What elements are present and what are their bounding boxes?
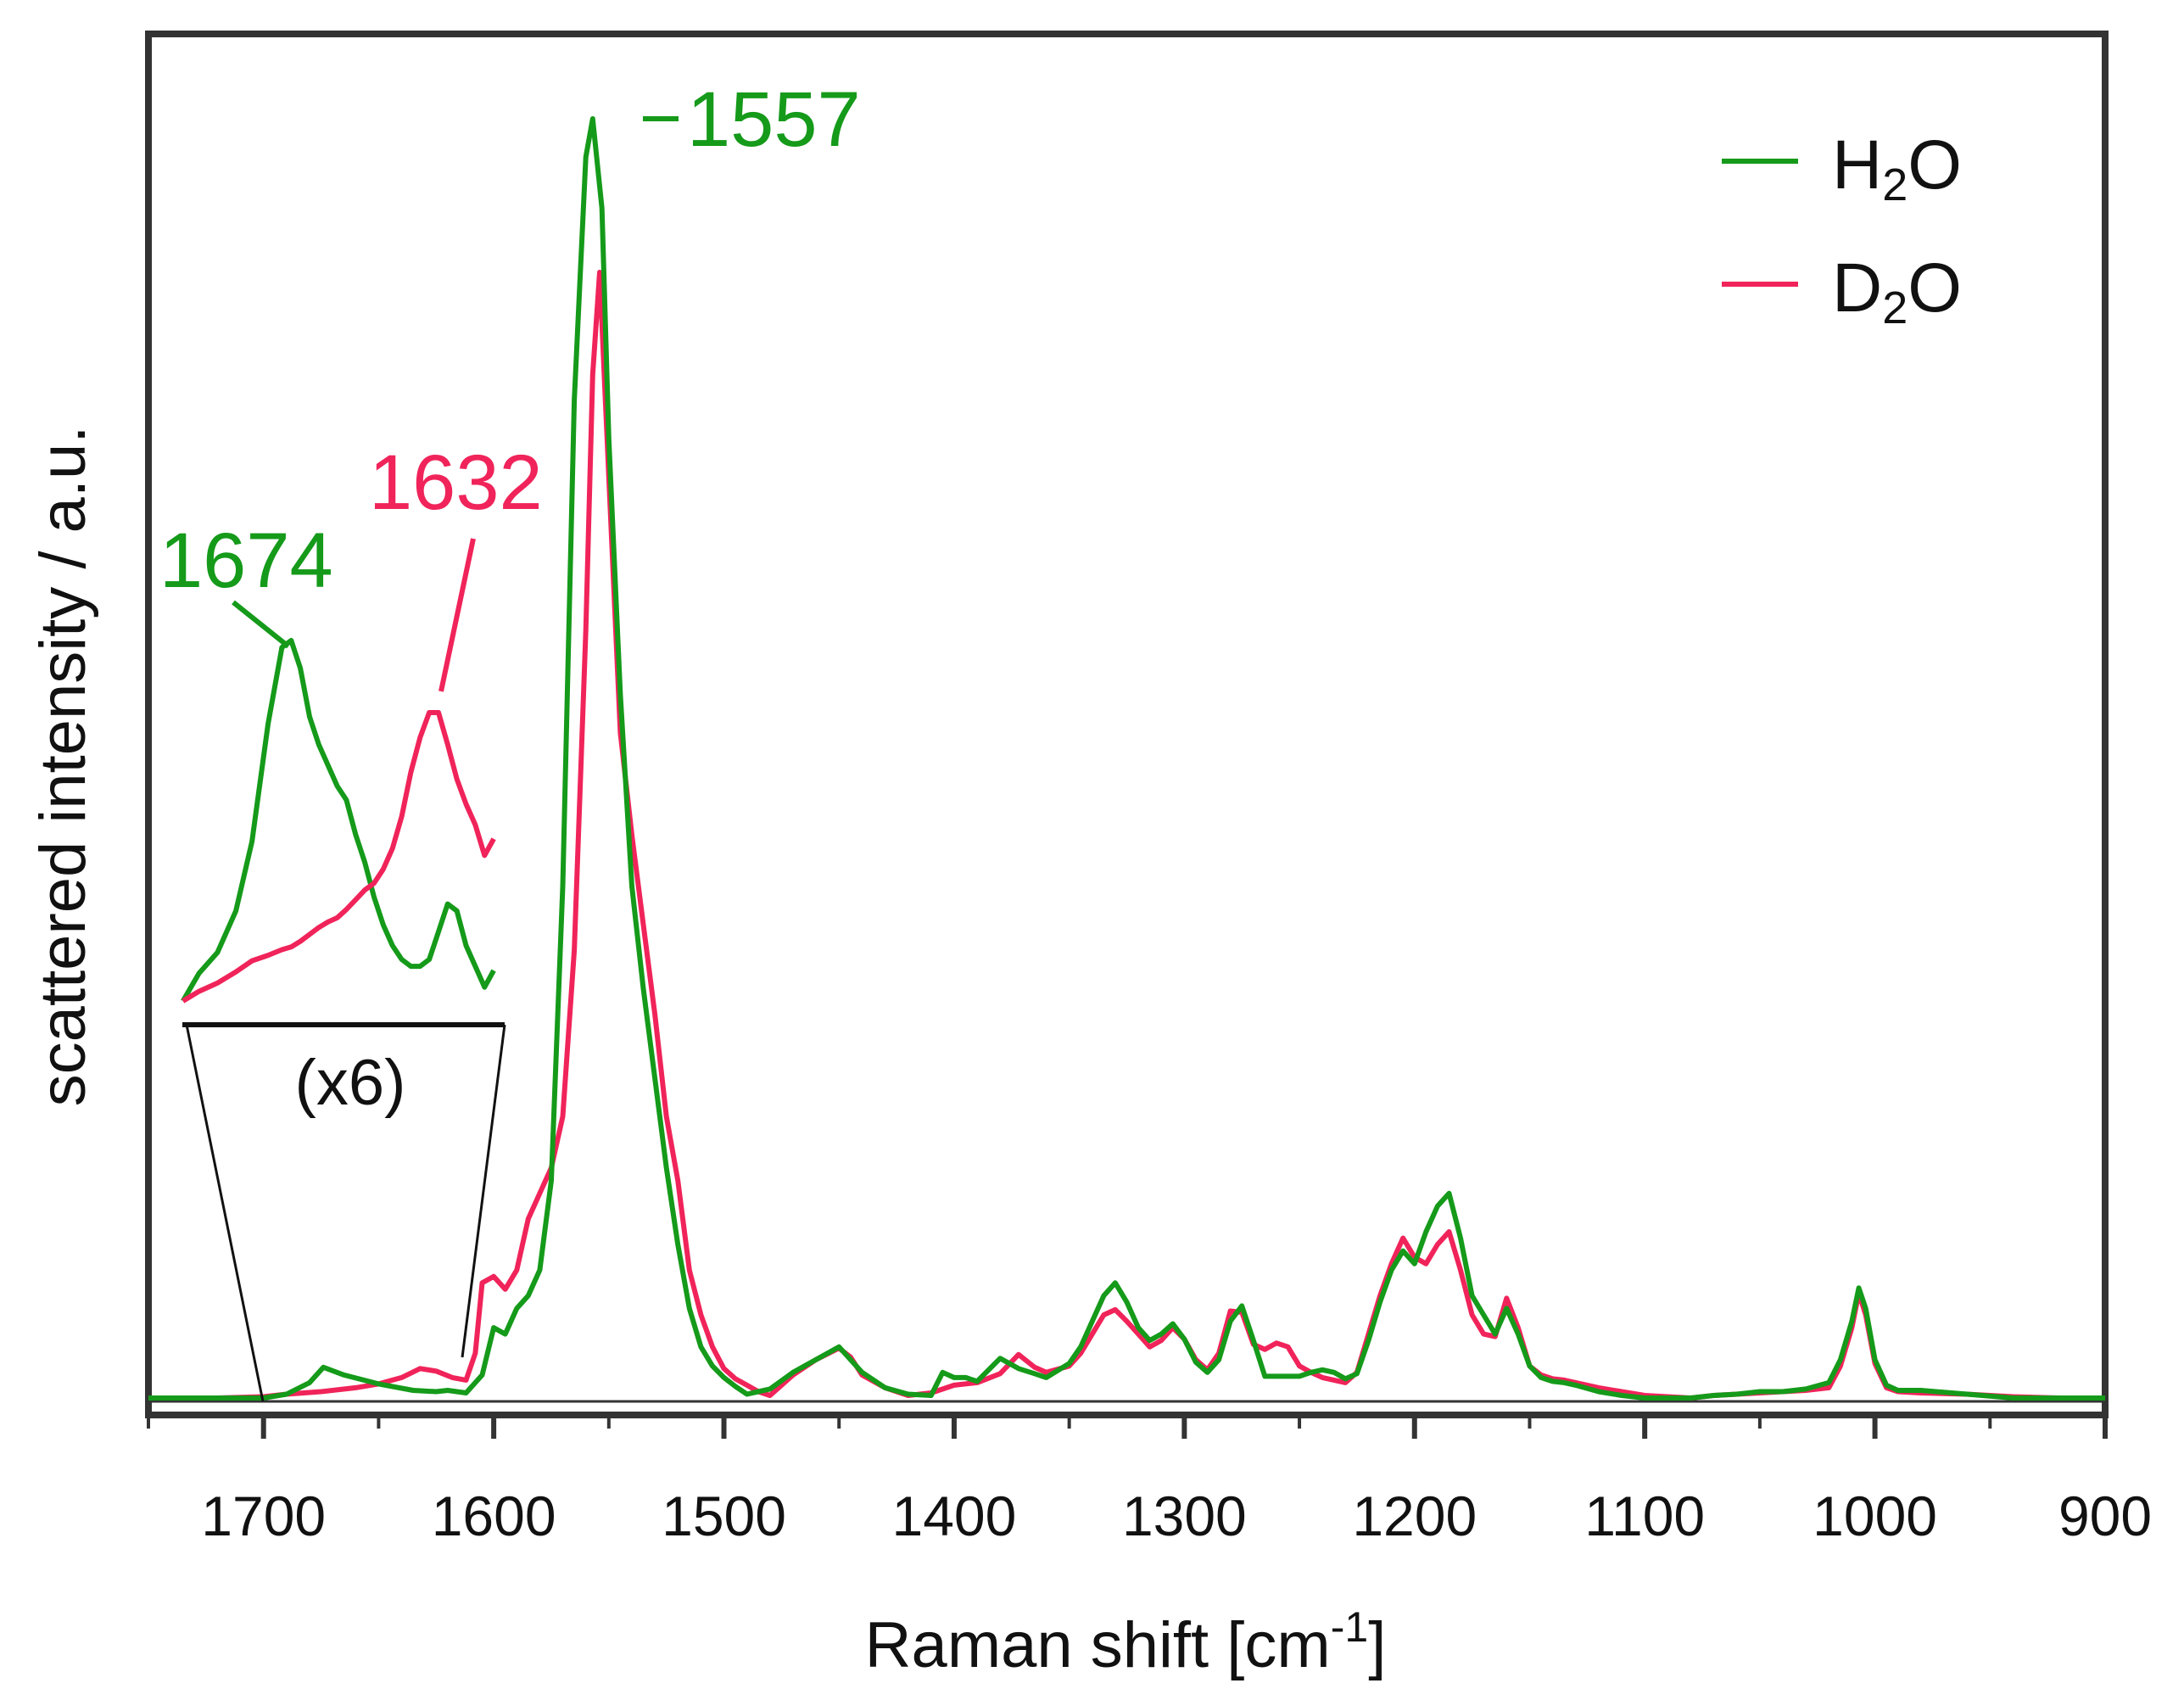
y-axis-title: scattered intensity / a.u. [27,426,99,1107]
annotation-1632-leader [438,538,476,692]
x-tick-label-900: 900 [2058,1485,2152,1547]
inset-bracket-left [185,1024,265,1402]
inset-h2o-line [181,638,496,1003]
x-tick-label-1500: 1500 [662,1485,786,1547]
h2o-series-line [148,116,2105,1401]
x-tick-label-1400: 1400 [892,1485,1017,1547]
d2o-series-line [148,270,2105,1401]
x-tick-label-1200: 1200 [1352,1485,1477,1547]
annotation-1674: 1674 [159,517,333,604]
x-tick-label-1600: 1600 [432,1485,556,1547]
inset-bracket-right [461,1024,506,1358]
inset-label: (x6) [295,1047,406,1119]
legend-d2o-label: D2O [1832,249,1962,333]
plot-frame [145,31,2109,1418]
annotation-1674-leader [232,600,290,649]
x-axis-title: Raman shift [cm-1] [865,1603,1387,1681]
legend-h2o-label: H2O [1832,126,1962,210]
x-tick-label-1000: 1000 [1813,1485,1937,1547]
inset-d2o-line [182,710,496,1004]
legend: H2O D2O [1722,126,1962,333]
x-tick-label-1700: 1700 [201,1485,326,1547]
x-tick-label-1300: 1300 [1122,1485,1247,1547]
annotation-1557: 1557 [687,76,861,163]
x-tick-label-1100: 1100 [1584,1485,1705,1547]
annotation-1632: 1632 [369,439,543,526]
x-axis-ticks: 1700 1600 1500 1400 1300 1200 1100 1000 900 [147,1415,2152,1547]
